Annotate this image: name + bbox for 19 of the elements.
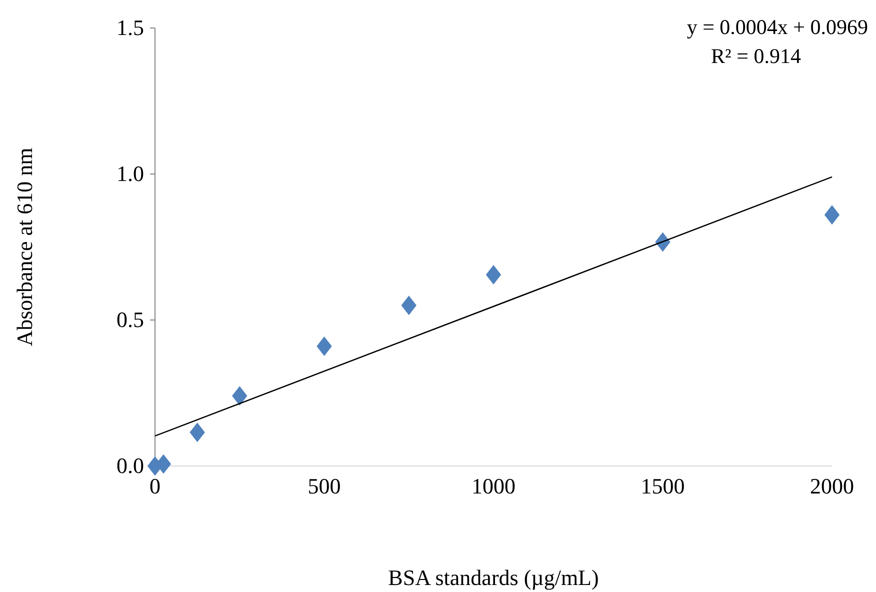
point <box>316 336 332 356</box>
annotation: y = 0.0004x + 0.0969 <box>686 15 868 39</box>
point <box>824 205 840 225</box>
point <box>190 422 205 442</box>
x-tick-label: 1000 <box>472 474 516 499</box>
y-tick-label: 0.5 <box>116 307 144 332</box>
x-tick-label: 0 <box>150 474 160 499</box>
y-tick-label: 0.0 <box>116 453 144 478</box>
point <box>486 264 502 284</box>
annotation: R² = 0.914 <box>711 44 802 68</box>
y-tick-label: 1.0 <box>116 161 144 186</box>
point <box>232 386 248 406</box>
y-axis-title: Absorbance at 610 nm <box>12 148 37 346</box>
point <box>401 296 416 316</box>
y-tick-label: 1.5 <box>116 15 144 40</box>
x-tick-label: 1500 <box>640 474 685 499</box>
x-axis-title: BSA standards (µg/mL) <box>388 565 599 590</box>
x-tick-label: 2000 <box>810 474 854 499</box>
x-tick-label: 500 <box>308 474 341 499</box>
